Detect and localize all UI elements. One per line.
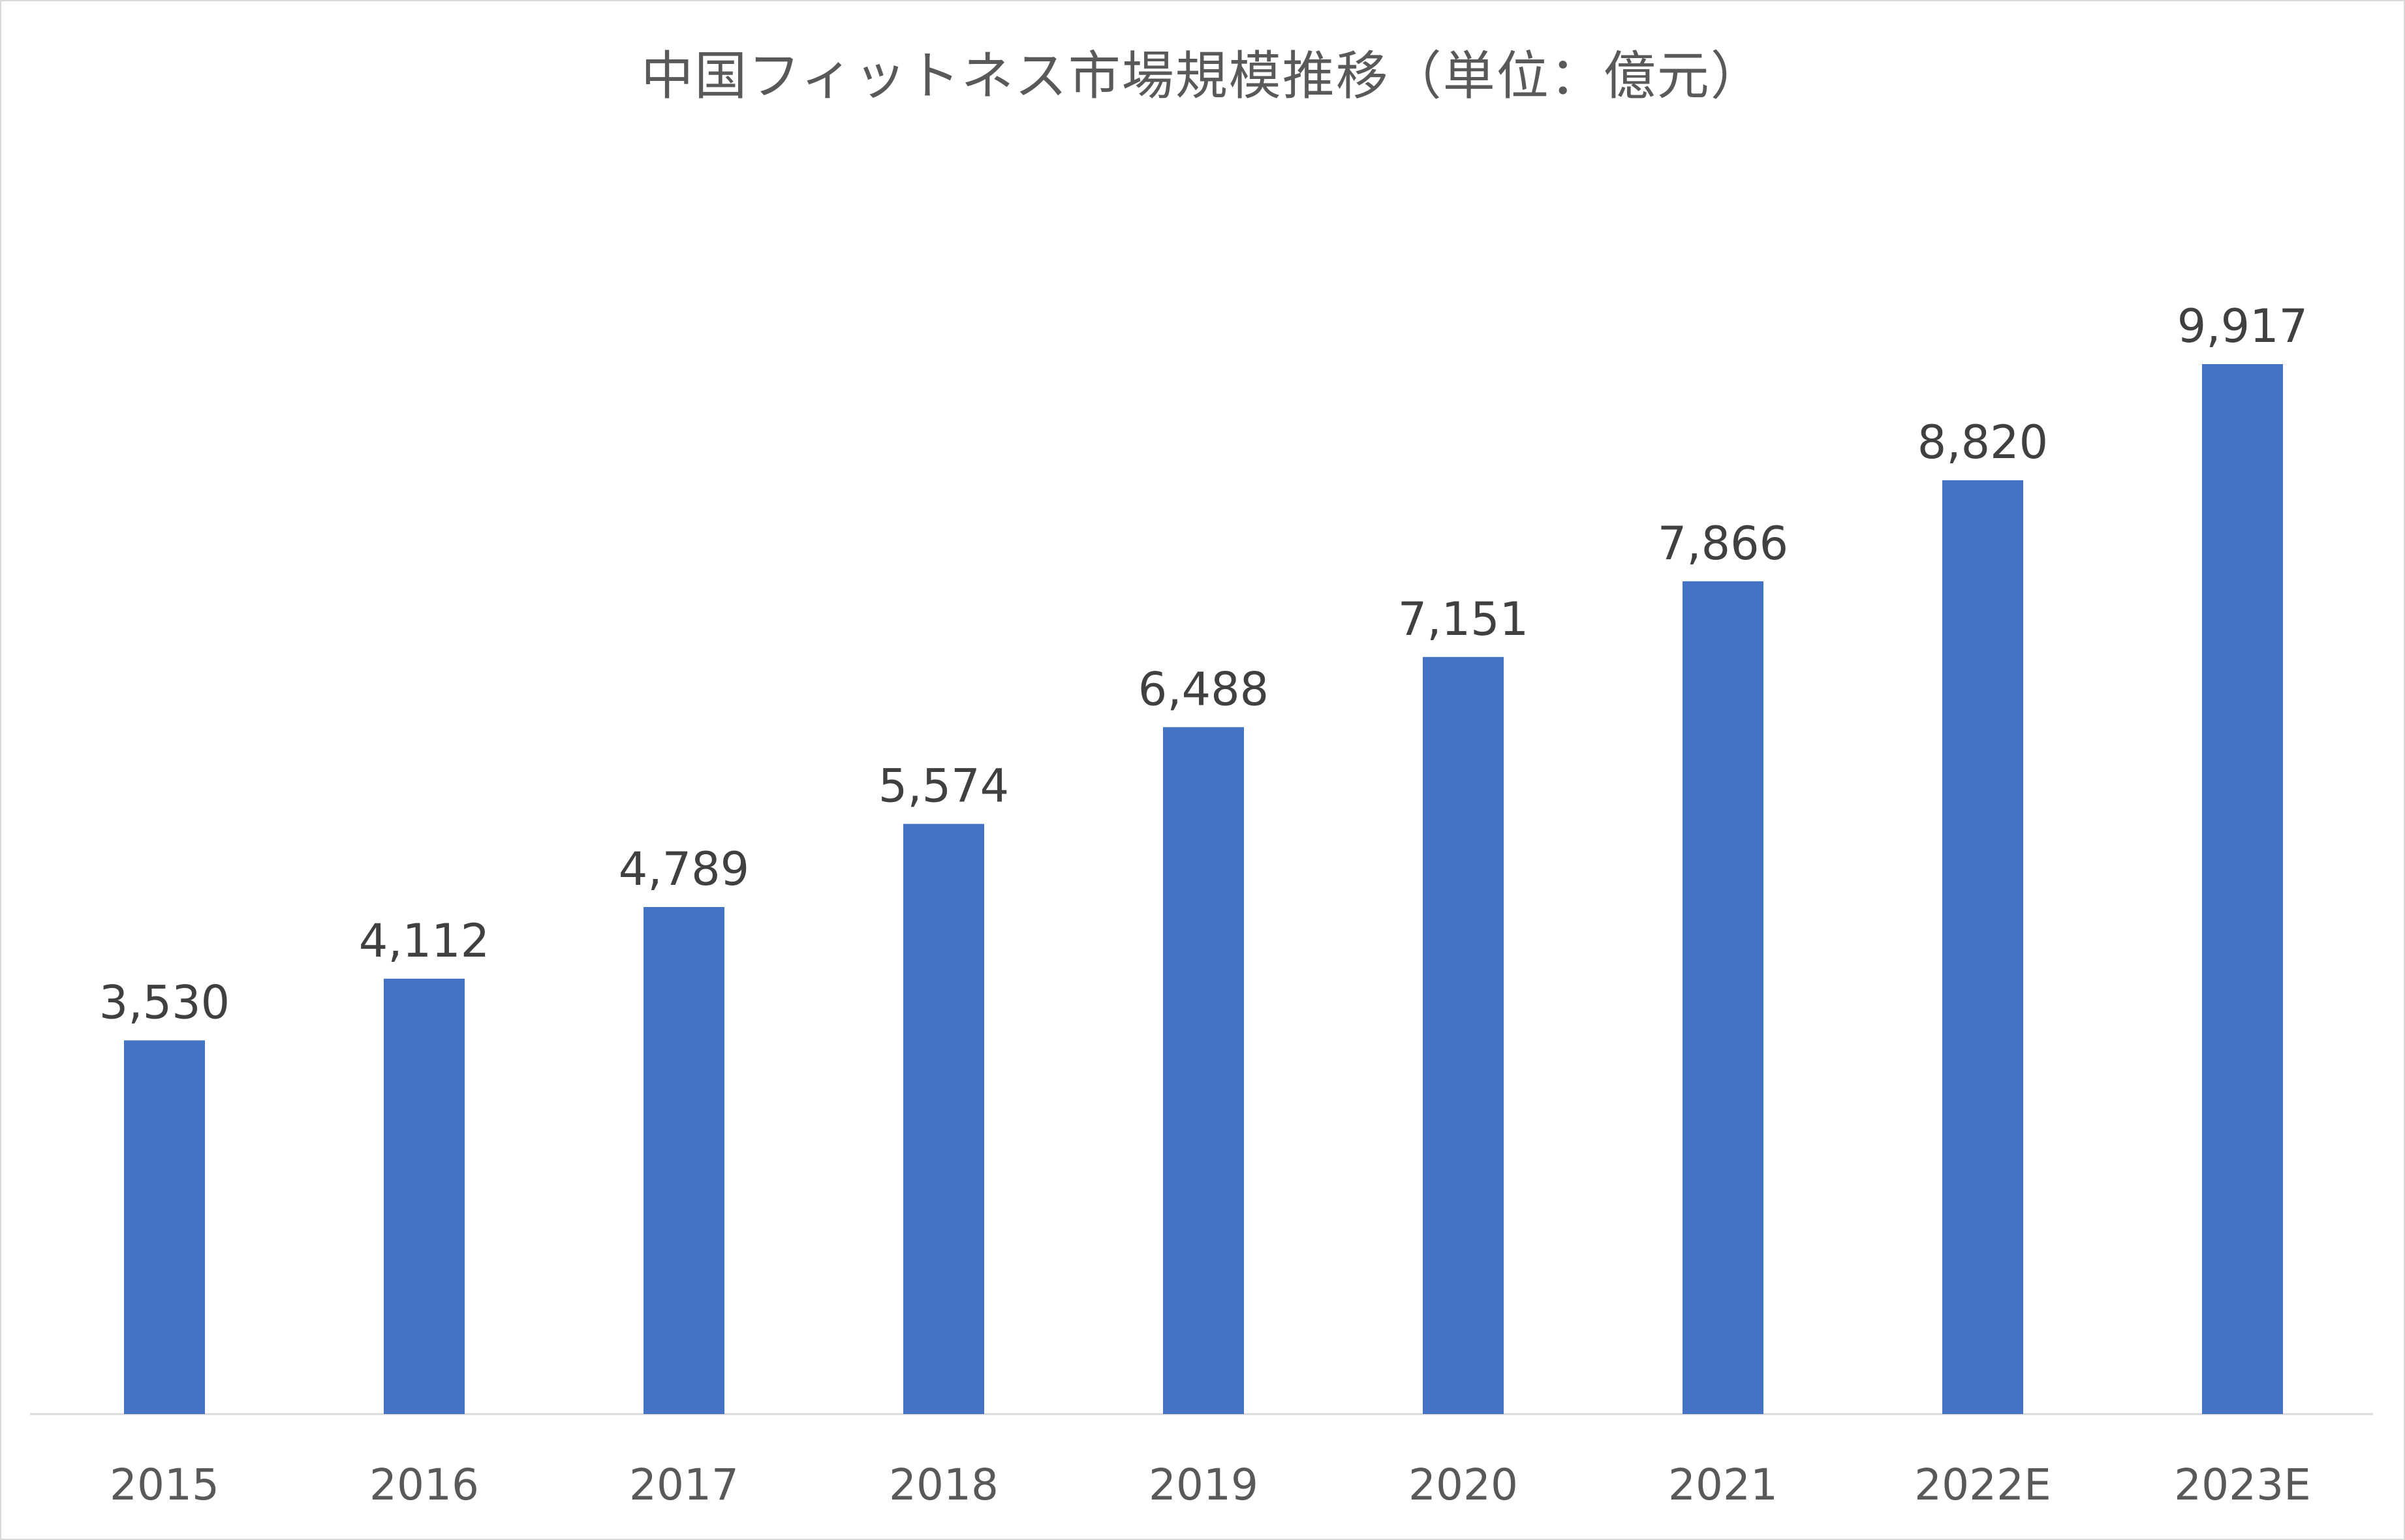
data-label-2022E: 8,820 [1917, 416, 2048, 469]
chart-title: 中国フィットネス市場規模推移（単位：億元） [641, 46, 1764, 106]
data-label-2020: 7,151 [1398, 593, 1528, 646]
data-label-2021: 7,866 [1658, 517, 1788, 570]
bars-group [124, 364, 2283, 1414]
x-tick-label-2020: 2020 [1408, 1460, 1518, 1510]
data-label-2017: 4,789 [619, 842, 749, 896]
bar-2015 [124, 1040, 205, 1414]
data-labels-group: 3,530 4,112 4,789 5,574 6,488 7,151 7,866 8,820… [99, 300, 2308, 1029]
x-tick-label-2015: 2015 [110, 1460, 219, 1510]
x-tick-label-2022E: 2022E [1914, 1460, 2051, 1510]
bar-2018 [903, 824, 984, 1414]
bar-2023E [2202, 364, 2283, 1414]
bar-2022E [1942, 480, 2023, 1414]
bar-2021 [1683, 581, 1763, 1414]
data-label-2015: 3,530 [99, 976, 230, 1029]
data-label-2018: 5,574 [878, 760, 1009, 813]
data-label-2023E: 9,917 [2177, 300, 2308, 353]
bar-2016 [384, 978, 465, 1414]
data-label-2016: 4,112 [359, 914, 489, 968]
x-tick-label-2018: 2018 [889, 1460, 999, 1510]
x-tick-label-2017: 2017 [629, 1460, 739, 1510]
x-tick-label-2021: 2021 [1668, 1460, 1778, 1510]
x-tick-label-2023E: 2023E [2174, 1460, 2311, 1510]
data-label-2019: 6,488 [1138, 662, 1269, 716]
x-tick-label-2019: 2019 [1149, 1460, 1258, 1510]
bar-2019 [1163, 727, 1244, 1414]
bar-2017 [644, 907, 724, 1414]
x-tick-label-2016: 2016 [369, 1460, 479, 1510]
bar-2020 [1423, 656, 1504, 1414]
x-tick-labels-group: 2015 2016 2017 2018 2019 2020 2021 2022E 2023E [110, 1460, 2311, 1510]
